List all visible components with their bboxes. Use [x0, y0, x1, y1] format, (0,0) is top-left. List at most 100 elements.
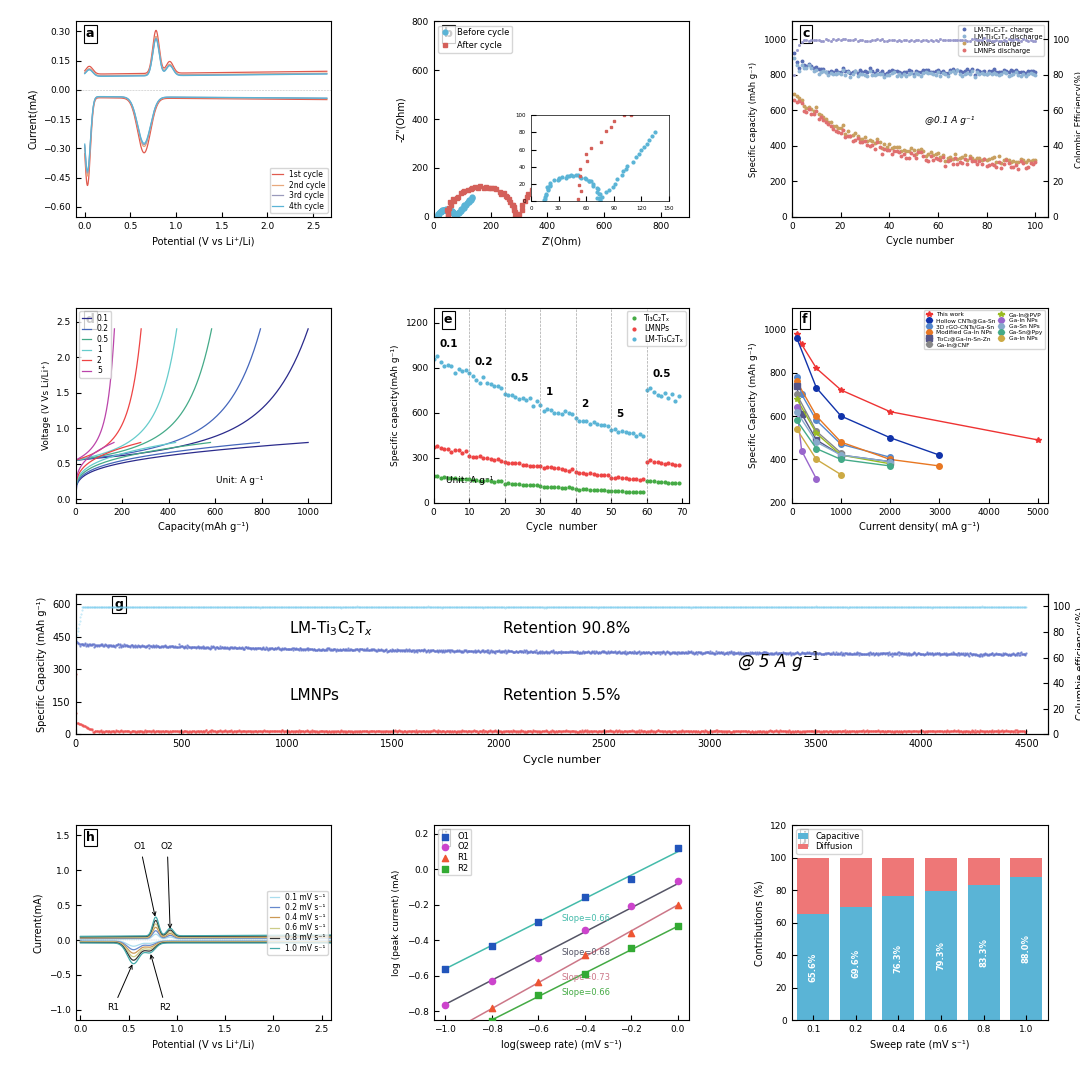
Point: [433, 598, 450, 615]
Point: [455, 598, 472, 615]
Point: [694, 644, 712, 662]
Point: [544, 598, 562, 615]
Point: [68, 630, 85, 648]
Point: [552, 598, 569, 615]
Point: [211, 722, 228, 739]
Point: [556, 598, 573, 615]
Point: [472, 722, 489, 739]
Point: [657, 598, 674, 615]
Point: [110, 723, 127, 740]
Point: [579, 643, 596, 661]
Point: [897, 644, 915, 662]
Point: [384, 641, 402, 658]
Point: [299, 598, 316, 615]
Point: [612, 598, 630, 615]
Point: [151, 598, 168, 615]
Point: [836, 598, 853, 615]
Point: [205, 723, 222, 740]
Point: [494, 642, 511, 659]
Point: [82, 721, 99, 738]
Point: [397, 723, 415, 740]
Point: [549, 644, 566, 662]
Point: [724, 643, 741, 661]
Point: [361, 598, 378, 615]
Point: [932, 723, 949, 740]
Point: [1012, 722, 1029, 739]
Point: [444, 642, 461, 659]
Point: [471, 598, 488, 615]
Point: [617, 598, 634, 615]
Point: [651, 643, 669, 661]
Point: [594, 598, 611, 615]
Point: [476, 643, 494, 661]
Point: [691, 723, 708, 740]
Point: [316, 722, 334, 739]
Point: [659, 643, 676, 661]
Point: [603, 722, 620, 739]
Point: [781, 723, 798, 740]
Point: [294, 641, 311, 658]
Point: [321, 639, 338, 656]
Point: [923, 722, 941, 739]
Point: [800, 644, 818, 662]
Point: [738, 598, 755, 615]
Point: [839, 598, 856, 615]
Point: [928, 723, 945, 740]
Point: [495, 642, 512, 659]
Point: [122, 598, 139, 615]
Point: [903, 645, 920, 663]
Point: [757, 723, 774, 740]
Point: [302, 598, 320, 615]
Point: [656, 643, 673, 661]
Point: [746, 643, 764, 661]
Point: [193, 638, 211, 655]
Point: [845, 723, 862, 740]
Point: [849, 723, 866, 740]
Point: [536, 722, 553, 739]
Point: [704, 598, 721, 615]
Point: [756, 723, 773, 740]
Point: [629, 644, 646, 662]
Point: [235, 723, 253, 740]
Point: [323, 723, 340, 740]
1.0 mV s⁻¹: [149, 911, 162, 924]
Point: [818, 645, 835, 663]
Point: [78, 637, 95, 654]
Point: [440, 641, 457, 658]
Point: [151, 638, 168, 655]
Point: [616, 644, 633, 662]
Point: [187, 598, 204, 615]
Point: [75, 636, 92, 653]
Point: [392, 641, 409, 658]
Point: [958, 723, 975, 740]
Point: [123, 722, 140, 739]
Point: [877, 598, 894, 615]
Point: [540, 598, 557, 615]
Point: [275, 598, 293, 615]
0.2 mV s⁻¹: [73, 932, 86, 945]
Point: [532, 643, 550, 661]
Point: [730, 598, 747, 615]
Point: [743, 722, 760, 739]
Point: [922, 598, 940, 615]
Point: [729, 723, 746, 740]
Point: [963, 647, 981, 664]
Point: [751, 598, 768, 615]
Point: [447, 642, 464, 659]
Point: [659, 598, 676, 615]
Point: [967, 598, 984, 615]
LM-Ti₃C₂Tₓ: [431, 350, 444, 363]
Point: [391, 598, 408, 615]
Point: [840, 723, 858, 740]
Point: [122, 598, 139, 615]
Point: [106, 722, 123, 739]
Point: [650, 598, 667, 615]
Point: [112, 722, 130, 739]
Point: [82, 635, 99, 652]
Point: [618, 598, 635, 615]
Point: [691, 598, 708, 615]
Point: [440, 598, 457, 615]
Point: [457, 642, 474, 659]
Point: [598, 723, 616, 740]
Point: [613, 723, 631, 740]
